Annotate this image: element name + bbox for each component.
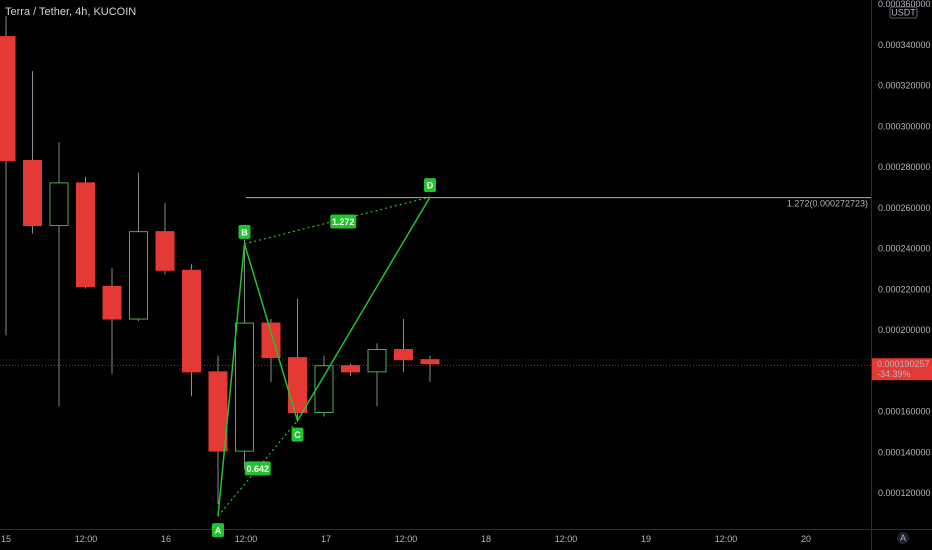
candle-body (129, 231, 148, 320)
y-tick-label: 0.000120000 (878, 488, 931, 498)
point-badge (212, 523, 224, 538)
pattern-point-a: A (212, 523, 224, 538)
y-tick-label: 0.000360000 (878, 0, 931, 9)
ratio-badge: 1.272 (330, 214, 357, 229)
ratio-label: 0.642 (246, 464, 269, 474)
candle-body (288, 357, 307, 414)
candle (23, 71, 42, 234)
pattern-point-d: D (424, 178, 436, 193)
x-tick-label: 12:00 (395, 534, 418, 544)
candle (102, 268, 122, 374)
candle (129, 172, 148, 322)
candle-body (208, 371, 228, 452)
y-tick-label: 0.000260000 (878, 203, 931, 213)
price-tag-bg (872, 358, 932, 381)
y-tick-label: 0.000320000 (878, 81, 931, 91)
candle-body (23, 160, 42, 227)
ratio-label: 1.272 (332, 217, 355, 227)
x-tick-label: 12:00 (715, 534, 738, 544)
candle-body (182, 269, 201, 373)
candle (341, 363, 360, 376)
point-badge (238, 224, 251, 239)
candle-body (420, 359, 440, 365)
y-tick-label: 0.000300000 (878, 121, 931, 131)
x-tick-label: 18 (481, 534, 491, 544)
y-tick-label: 0.000160000 (878, 407, 931, 417)
pattern-point-b: B (238, 224, 251, 239)
y-tick-label: 0.000140000 (878, 447, 931, 457)
price-tag-change: -34.39% (877, 369, 911, 379)
x-tick-label: 17 (321, 534, 331, 544)
candle (288, 298, 307, 419)
x-tick-label: 12:00 (235, 534, 258, 544)
point-label: B (241, 227, 248, 237)
x-tick-label: 12:00 (75, 534, 98, 544)
candle (420, 355, 440, 383)
current-price-tag: 0.000190257-34.39% (872, 358, 932, 381)
currency-badge (889, 6, 918, 19)
harmonic-pattern-legs (217, 196, 431, 517)
y-tick-label: 0.000240000 (878, 244, 931, 254)
candle-body (0, 36, 16, 162)
point-label: A (215, 526, 222, 536)
ratio-badge-bg (330, 214, 357, 229)
point-badge (424, 178, 436, 193)
candle (261, 319, 281, 383)
x-tick-label: 16 (161, 534, 171, 544)
candle-body (235, 322, 254, 452)
candle (76, 176, 95, 289)
y-tick-label: 0.000200000 (878, 325, 931, 335)
ratio-line-ac (217, 420, 298, 517)
currency-label: USDT (891, 8, 916, 18)
candle-body (102, 286, 122, 320)
candle-body (341, 365, 360, 373)
y-tick-label: 0.000220000 (878, 284, 931, 294)
candle (49, 142, 69, 407)
candle-body (314, 365, 334, 414)
candle (182, 264, 201, 397)
chart-title: Terra / Tether, 4h, KUCOIN (5, 6, 137, 18)
price-tag-value: 0.000190257 (877, 359, 930, 369)
x-tick-label: 19 (641, 534, 651, 544)
x-tick-label: 12:00 (555, 534, 578, 544)
point-label: D (427, 181, 434, 191)
candle (208, 355, 228, 504)
ratio-badge: 0.642 (244, 461, 271, 476)
candle-body (76, 182, 95, 288)
candle (155, 203, 175, 275)
candle-body (155, 231, 175, 271)
auto-scale-label: A (900, 533, 906, 543)
ratio-badge-bg (244, 461, 271, 476)
candle-body (49, 182, 69, 227)
candle (394, 319, 413, 372)
pattern-point-c: C (291, 427, 304, 442)
point-label: C (294, 430, 301, 440)
candle-body (367, 349, 387, 373)
fib-level-label: 1.272(0.000272723) (787, 199, 868, 209)
candle (314, 355, 334, 417)
auto-scale-button (897, 532, 909, 544)
candle-body (394, 349, 413, 361)
candle (367, 343, 387, 407)
y-tick-label: 0.000280000 (878, 162, 931, 172)
point-badge (291, 427, 304, 442)
candle (0, 16, 16, 336)
x-tick-label: 20 (801, 534, 811, 544)
candle (235, 239, 254, 470)
y-tick-label: 0.000340000 (878, 40, 931, 50)
x-tick-label: 15 (1, 534, 11, 544)
